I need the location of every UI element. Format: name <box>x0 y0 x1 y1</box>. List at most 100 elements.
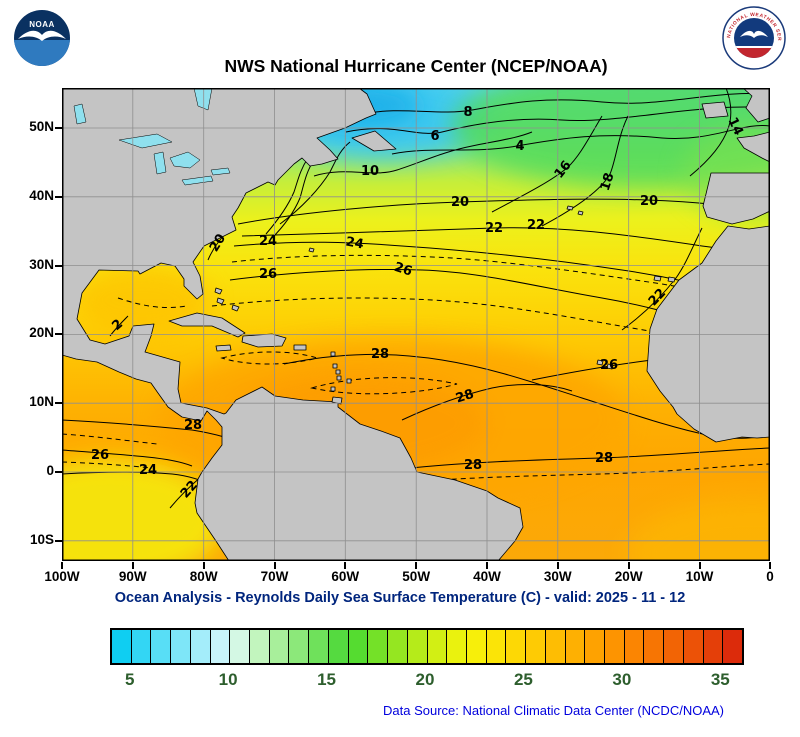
land-puerto-rico <box>293 344 307 351</box>
noaa-gull-icon <box>18 30 66 41</box>
colorbar-cells <box>112 630 742 663</box>
colorbar-cell <box>703 630 724 663</box>
data-source: Data Source: National Climatic Data Cent… <box>383 703 724 718</box>
contour-label: 28 <box>595 451 613 466</box>
contour-label: 22 <box>485 221 503 236</box>
lon-tick <box>415 562 418 569</box>
colorbar-cell <box>348 630 369 663</box>
grid-lines <box>62 88 770 561</box>
colorbar-cell <box>289 630 310 663</box>
contour-label: 24 <box>344 235 364 253</box>
colorbar-cell <box>210 630 231 663</box>
page-title: NWS National Hurricane Center (NCEP/NOAA… <box>224 56 608 76</box>
lake-ontario <box>210 167 231 176</box>
lat-tick <box>55 402 62 405</box>
noaa-logo: NOAA <box>10 6 74 70</box>
colorbar-tick-label: 35 <box>710 670 730 689</box>
nws-logo-svg: NATIONAL WEATHER SERVICE <box>720 2 786 70</box>
colorbar-cell <box>723 630 742 663</box>
colorbar-cell <box>664 630 684 663</box>
nws-waves <box>734 46 774 58</box>
contour-label: 26 <box>91 448 109 463</box>
land-cape-verde <box>596 359 614 370</box>
contour-label: 24 <box>259 234 277 249</box>
caption: Ocean Analysis - Reynolds Daily Sea Surf… <box>114 590 686 606</box>
contour-label: 20 <box>451 195 469 210</box>
land-bahamas <box>214 287 240 312</box>
lake-winnipeg <box>73 103 87 125</box>
land-cuba <box>168 312 246 338</box>
colorbar-cell <box>388 630 408 663</box>
noaa-logo-svg: NOAA <box>14 10 70 66</box>
lon-tick <box>698 562 701 569</box>
lat-label: 10S <box>29 531 54 547</box>
land-canaries <box>653 275 676 283</box>
lake-superior <box>118 133 173 149</box>
colorbar-cell <box>230 630 251 663</box>
lat-tick <box>55 539 62 542</box>
land-americas <box>62 88 524 561</box>
colorbar-labels: 5 10 15 20 25 30 35 <box>110 670 740 692</box>
lon-tick <box>131 562 134 569</box>
colorbar-cell <box>190 630 211 663</box>
lon-tick <box>486 562 488 569</box>
colorbar-cell <box>131 630 152 663</box>
colorbar-cell <box>604 630 625 663</box>
lat-tick <box>55 264 62 267</box>
lon-label: 60W <box>331 569 360 584</box>
colorbar-cell <box>112 630 132 663</box>
contour-label: 28 <box>371 347 389 362</box>
lat-label: 30N <box>29 256 54 272</box>
lake-huron <box>169 151 201 169</box>
colorbar-cell <box>644 630 665 663</box>
lon-tick <box>202 562 205 569</box>
colorbar-cell <box>545 630 566 663</box>
colorbar-cell <box>683 630 704 663</box>
contour-label: 26 <box>392 260 414 280</box>
colorbar-cell <box>624 630 645 663</box>
lat-tick <box>55 471 62 473</box>
lat-label: 50N <box>29 119 54 134</box>
colorbar-cell <box>368 630 389 663</box>
lon-label: 40W <box>473 569 501 584</box>
lat-label: 40N <box>29 187 54 203</box>
colorbar-cell <box>171 630 191 663</box>
colorbar-cell <box>328 630 349 663</box>
james-bay <box>193 88 213 111</box>
map-border <box>62 88 770 561</box>
land-britain <box>742 88 770 123</box>
sst-map: 8 6 4 14 10 16 18 20 20 20 24 24 22 22 26 26 22 2 28 26 28 28… <box>62 88 770 561</box>
lake-michigan <box>153 151 167 175</box>
lat-label: 20N <box>29 325 54 341</box>
lake-erie <box>181 175 214 186</box>
contour-label: 24 <box>139 463 157 478</box>
lat-tick <box>55 127 62 129</box>
lon-label: 100W <box>44 569 80 584</box>
contour-label: 22 <box>527 218 545 233</box>
colorbar-cell <box>309 630 329 663</box>
lon-tick <box>344 562 347 569</box>
lon-label: 20W <box>614 569 643 584</box>
land-ireland <box>701 101 729 119</box>
lat-tick <box>55 195 62 198</box>
lon-tick <box>769 562 771 569</box>
noaa-logo-text: NOAA <box>29 20 55 29</box>
lat-tick <box>55 333 62 336</box>
lon-label: 30W <box>543 569 572 584</box>
contour-label: 28 <box>464 458 482 473</box>
land-bermuda <box>308 247 315 253</box>
colorbar-tick-label: 10 <box>218 670 238 689</box>
land-lesser-antilles <box>330 351 352 405</box>
nws-logo: NATIONAL WEATHER SERVICE <box>720 2 786 70</box>
lakes <box>73 88 231 186</box>
colorbar-cell <box>565 630 586 663</box>
lon-tick <box>273 562 276 569</box>
contour-label: 14 <box>725 115 746 138</box>
contour-label: 4 <box>515 139 524 154</box>
contour-label: 28 <box>454 387 476 407</box>
colorbar-tick-label: 20 <box>415 670 435 689</box>
lon-tick <box>556 562 559 569</box>
colorbar-cell <box>447 630 467 663</box>
